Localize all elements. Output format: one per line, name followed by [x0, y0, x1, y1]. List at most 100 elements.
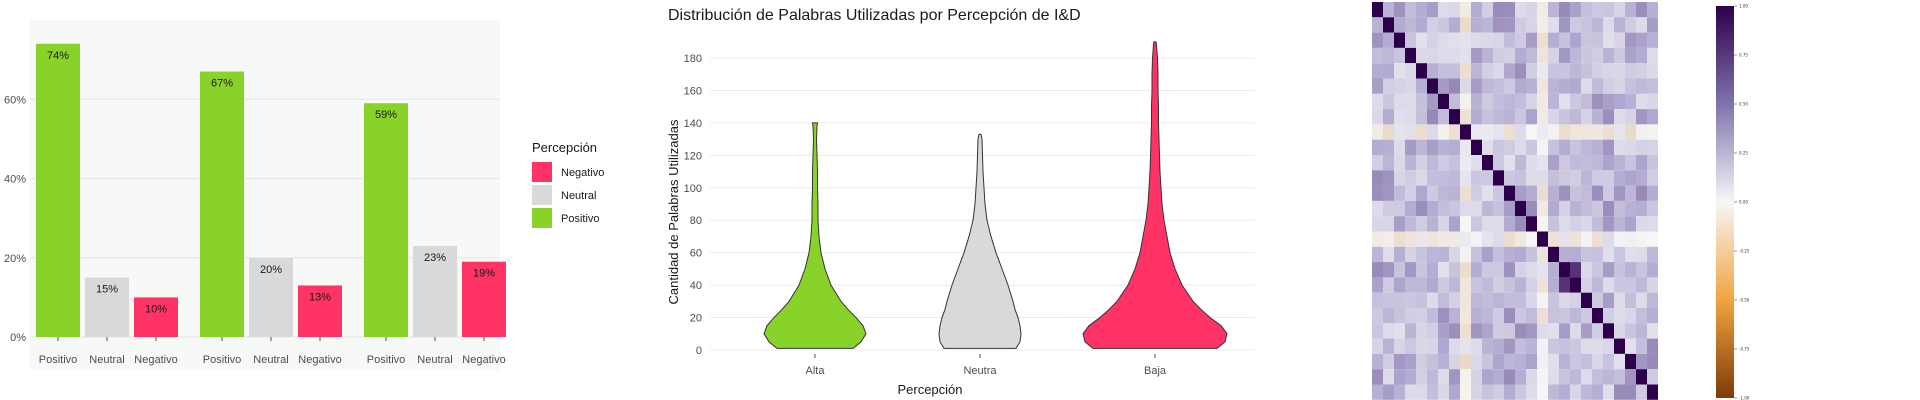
heatmap-cell	[1438, 200, 1449, 217]
heatmap-cell	[1493, 200, 1504, 217]
heatmap-cell	[1603, 93, 1614, 110]
legend-swatch-positivo	[532, 208, 552, 228]
heatmap-cell	[1647, 93, 1658, 110]
heatmap-cell	[1570, 353, 1581, 370]
heatmap-cell	[1394, 246, 1405, 263]
heatmap-cell	[1515, 185, 1526, 201]
heatmap-cell	[1471, 369, 1482, 385]
heatmap-cell	[1581, 369, 1592, 385]
heatmap-cell	[1504, 47, 1515, 64]
heatmap-cell	[1570, 139, 1581, 155]
heatmap-cell	[1603, 277, 1614, 293]
heatmap-cell	[1416, 124, 1427, 140]
heatmap-cell	[1372, 32, 1383, 48]
heatmap-cell	[1416, 200, 1427, 217]
heatmap-cell	[1614, 200, 1625, 217]
heatmap-cell	[1559, 124, 1570, 140]
heatmap-cell	[1548, 262, 1559, 278]
heatmap-cell	[1394, 17, 1405, 33]
heatmap-cell	[1592, 384, 1603, 400]
violin-x-tick-label: Alta	[806, 365, 826, 377]
heatmap-cell	[1427, 384, 1438, 400]
heatmap-cell	[1614, 308, 1625, 324]
heatmap-cell	[1504, 231, 1515, 247]
heatmap-cell	[1449, 32, 1460, 48]
heatmap-cell	[1636, 246, 1647, 263]
heatmap-cell	[1526, 47, 1537, 64]
heatmap-cell	[1592, 155, 1603, 171]
heatmap-cell	[1603, 170, 1614, 186]
heatmap-cell	[1647, 2, 1658, 18]
heatmap-cell	[1460, 124, 1471, 140]
heatmap-cell	[1493, 124, 1504, 140]
heatmap-cell	[1460, 308, 1471, 324]
heatmap-cell	[1493, 308, 1504, 324]
heatmap-cell	[1482, 200, 1493, 217]
heatmap-cell	[1526, 170, 1537, 186]
heatmap-cell	[1526, 93, 1537, 110]
heatmap-cell	[1537, 369, 1548, 385]
heatmap-cell	[1383, 292, 1394, 308]
heatmap-cell	[1438, 2, 1449, 18]
heatmap-cell	[1515, 216, 1526, 232]
heatmap-cell	[1647, 47, 1658, 64]
heatmap-cell	[1537, 124, 1548, 140]
heatmap-cell	[1548, 63, 1559, 79]
bar-legend: Percepción Negativo Neutral Positivo	[532, 140, 604, 228]
heatmap-cell	[1427, 109, 1438, 125]
heatmap-cell	[1460, 32, 1471, 48]
heatmap-cell	[1372, 292, 1383, 308]
heatmap-cell	[1416, 262, 1427, 278]
heatmap-cell	[1427, 200, 1438, 217]
heatmap-cell	[1526, 231, 1537, 247]
heatmap-cell	[1427, 47, 1438, 64]
heatmap-cell	[1394, 155, 1405, 171]
violin-y-tick-labels: 0 20 40 60 80 100 120 140 160 180	[684, 53, 702, 357]
correlation-heatmap: 1.00 0.75 0.50 0.25 0.00 -0.25 -0.50 -0.75 -1.00	[1372, 2, 1750, 400]
heatmap-cell	[1394, 2, 1405, 18]
heatmap-cell	[1427, 155, 1438, 171]
heatmap-cell	[1438, 185, 1449, 201]
heatmap-cell	[1438, 384, 1449, 400]
heatmap-cell	[1570, 308, 1581, 324]
bar-value-label: 10%	[145, 303, 167, 315]
violin-x-tick-label: Neutra	[963, 365, 997, 377]
heatmap-cell	[1537, 200, 1548, 217]
heatmap-cell	[1570, 32, 1581, 48]
heatmap-cell	[1636, 124, 1647, 140]
heatmap-cell	[1372, 323, 1383, 339]
heatmap-cell	[1449, 63, 1460, 79]
heatmap-cell	[1493, 63, 1504, 79]
heatmap-cell	[1427, 246, 1438, 263]
heatmap-cell	[1416, 308, 1427, 324]
heatmap-cell	[1559, 200, 1570, 217]
heatmap-cell	[1581, 2, 1592, 18]
heatmap-cell	[1449, 216, 1460, 232]
heatmap-cell	[1537, 2, 1548, 18]
heatmap-cell	[1405, 63, 1416, 79]
heatmap-cell	[1372, 200, 1383, 217]
heatmap-cell	[1559, 231, 1570, 247]
heatmap-cell	[1394, 124, 1405, 140]
heatmap-cell	[1581, 216, 1592, 232]
heatmap-cell	[1504, 185, 1515, 201]
heatmap-cell	[1405, 200, 1416, 217]
heatmap-cell	[1482, 17, 1493, 33]
heatmap-cell	[1449, 323, 1460, 339]
heatmap-cell	[1427, 139, 1438, 155]
heatmap-cell	[1372, 384, 1383, 400]
bar-marks: 74% 15% 10% 67% 20% 13% 59% 23% 19%	[36, 43, 506, 338]
heatmap-cell	[1592, 338, 1603, 354]
heatmap-cell	[1614, 93, 1625, 110]
heatmap-cell	[1537, 109, 1548, 125]
heatmap-cell	[1636, 63, 1647, 79]
heatmap-cell	[1581, 155, 1592, 171]
heatmap-cell	[1625, 292, 1636, 308]
heatmap-cell	[1372, 47, 1383, 64]
heatmap-cell	[1537, 216, 1548, 232]
heatmap-cell	[1548, 338, 1559, 354]
heatmap-cell	[1647, 78, 1658, 94]
heatmap-cell	[1537, 17, 1548, 33]
heatmap-cell	[1570, 2, 1581, 18]
violin-y-tick-label: 100	[684, 183, 702, 195]
